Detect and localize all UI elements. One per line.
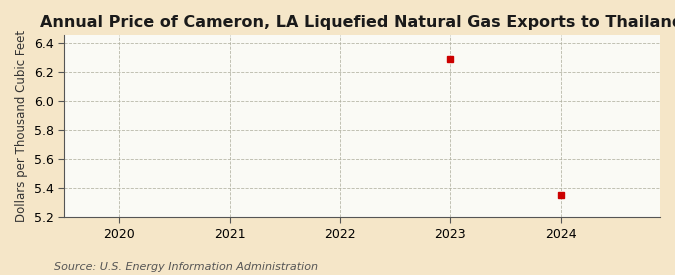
Y-axis label: Dollars per Thousand Cubic Feet: Dollars per Thousand Cubic Feet bbox=[15, 30, 28, 222]
Text: Source: U.S. Energy Information Administration: Source: U.S. Energy Information Administ… bbox=[54, 262, 318, 272]
Title: Annual Price of Cameron, LA Liquefied Natural Gas Exports to Thailand: Annual Price of Cameron, LA Liquefied Na… bbox=[40, 15, 675, 30]
